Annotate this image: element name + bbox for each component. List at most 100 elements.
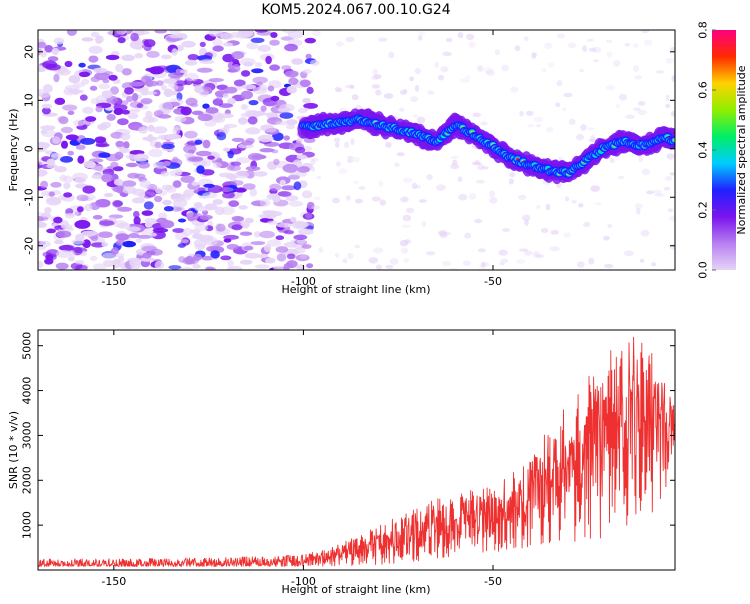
heatmap-cell xyxy=(576,133,585,141)
y-tick-label: -10 xyxy=(23,188,36,206)
heatmap-cell xyxy=(222,191,235,199)
heatmap-cell xyxy=(251,154,267,160)
heatmap-cell xyxy=(196,165,205,174)
heatmap-cell xyxy=(345,195,351,201)
heatmap-cell xyxy=(563,92,573,98)
heatmap-cell xyxy=(235,32,249,39)
heatmap-cell xyxy=(442,51,452,57)
heatmap-cell xyxy=(46,158,56,166)
heatmap-cell xyxy=(53,37,65,45)
heatmap-cell xyxy=(78,71,91,78)
heatmap-cell xyxy=(521,214,531,222)
heatmap-cell xyxy=(113,104,128,111)
heatmap-cell xyxy=(240,104,248,110)
heatmap-cell xyxy=(409,76,415,82)
heatmap-cell xyxy=(257,134,274,143)
heatmap-cell xyxy=(53,239,64,245)
heatmap-cell xyxy=(665,103,671,109)
heatmap-cell xyxy=(265,55,272,65)
heatmap-cell xyxy=(669,47,675,52)
heatmap-cell xyxy=(93,67,108,74)
heatmap-cell xyxy=(544,42,553,50)
heatmap-cell xyxy=(464,75,472,79)
heatmap-cell xyxy=(302,69,312,74)
heatmap-cell xyxy=(375,264,382,270)
heatmap-cell xyxy=(112,166,124,172)
heatmap-cell xyxy=(169,34,184,39)
heatmap-cell xyxy=(625,114,635,120)
heatmap-cell xyxy=(295,254,310,262)
heatmap-cell xyxy=(212,45,224,52)
heatmap-cell xyxy=(101,173,113,183)
heatmap-cell xyxy=(161,143,175,150)
heatmap-cell xyxy=(202,82,215,92)
heatmap-cell xyxy=(472,112,481,118)
heatmap-cell xyxy=(646,190,654,195)
heatmap-cell xyxy=(263,244,272,253)
heatmap-cell xyxy=(98,152,111,159)
heatmap-cell xyxy=(202,192,218,199)
heatmap-cell xyxy=(117,206,132,212)
heatmap-cell xyxy=(212,199,224,205)
heatmap-cell xyxy=(194,224,209,232)
heatmap-cell xyxy=(63,192,73,198)
heatmap-cell xyxy=(378,37,388,42)
heatmap-cell xyxy=(51,47,60,56)
heatmap-cell xyxy=(38,216,45,222)
heatmap-cell xyxy=(101,242,109,247)
heatmap-cell xyxy=(368,257,379,264)
x-tick-label: -50 xyxy=(484,275,502,288)
heatmap-cell xyxy=(421,220,427,228)
heatmap-cell xyxy=(279,103,295,112)
heatmap-cell xyxy=(214,206,225,216)
heatmap-cell xyxy=(414,84,420,92)
heatmap-cell xyxy=(180,69,189,74)
heatmap-cell xyxy=(567,42,577,49)
heatmap-cell xyxy=(282,163,299,173)
heatmap-cell xyxy=(279,179,286,186)
heatmap-cell xyxy=(247,116,258,125)
heatmap-cell xyxy=(633,107,641,112)
heatmap-cell xyxy=(181,40,196,48)
heatmap-cell xyxy=(288,77,299,86)
heatmap-cell xyxy=(615,103,620,108)
heatmap-cell xyxy=(640,30,650,34)
heatmap-cell xyxy=(133,216,141,225)
heatmap-cell xyxy=(154,30,167,34)
heatmap-cell xyxy=(64,60,73,68)
heatmap-cell xyxy=(47,56,59,62)
heatmap-cell xyxy=(50,181,62,188)
heatmap-cell xyxy=(50,152,60,158)
heatmap-cell xyxy=(402,177,413,183)
heatmap-cell xyxy=(38,141,51,149)
heatmap-cell xyxy=(342,258,348,264)
heatmap-cell xyxy=(426,174,433,181)
heatmap-cell xyxy=(240,220,250,229)
heatmap-cell xyxy=(123,141,130,149)
heatmap-cell xyxy=(260,105,267,112)
heatmap-cell xyxy=(146,50,160,58)
heatmap-cell xyxy=(226,165,241,172)
heatmap-cell xyxy=(590,135,596,142)
heatmap-cell xyxy=(556,182,562,189)
heatmap-cell xyxy=(633,43,639,48)
heatmap-cell xyxy=(202,103,210,109)
heatmap-cell xyxy=(38,169,48,177)
heatmap-cell xyxy=(74,177,86,184)
heatmap-cell xyxy=(586,38,594,42)
heatmap-cell xyxy=(115,63,124,73)
heatmap-cell xyxy=(607,223,613,228)
heatmap-cell xyxy=(297,228,314,235)
heatmap-cell xyxy=(664,175,673,182)
heatmap-cell xyxy=(44,45,54,53)
heatmap-cell xyxy=(259,230,275,239)
heatmap-cell xyxy=(273,158,280,166)
heatmap-cell xyxy=(459,78,470,83)
heatmap-cell xyxy=(127,172,140,179)
heatmap-cell xyxy=(147,124,155,132)
heatmap-cell xyxy=(533,116,543,123)
heatmap-cell xyxy=(139,180,151,189)
heatmap-cell xyxy=(172,228,185,233)
x-tick-label: -100 xyxy=(291,575,316,588)
heatmap-cell xyxy=(540,228,549,233)
